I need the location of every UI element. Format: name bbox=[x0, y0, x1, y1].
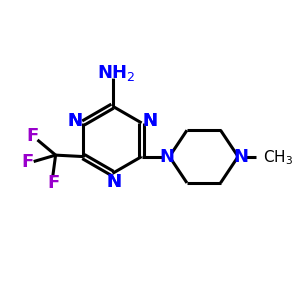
Polygon shape bbox=[104, 69, 121, 77]
Text: N: N bbox=[68, 112, 83, 130]
Polygon shape bbox=[70, 116, 80, 125]
Polygon shape bbox=[163, 152, 171, 161]
Text: F: F bbox=[21, 152, 33, 170]
Polygon shape bbox=[109, 178, 119, 186]
Text: N: N bbox=[106, 172, 122, 190]
Text: N: N bbox=[233, 148, 248, 166]
Text: F: F bbox=[26, 128, 38, 146]
Polygon shape bbox=[145, 116, 155, 125]
Text: N: N bbox=[142, 112, 157, 130]
Text: N: N bbox=[142, 112, 157, 130]
Text: N: N bbox=[106, 172, 122, 190]
Text: F: F bbox=[47, 175, 59, 193]
Text: CH$_3$: CH$_3$ bbox=[263, 149, 293, 167]
Text: NH$_2$: NH$_2$ bbox=[97, 63, 135, 83]
Text: N: N bbox=[68, 112, 83, 130]
Polygon shape bbox=[237, 152, 244, 161]
Text: N: N bbox=[160, 148, 175, 166]
